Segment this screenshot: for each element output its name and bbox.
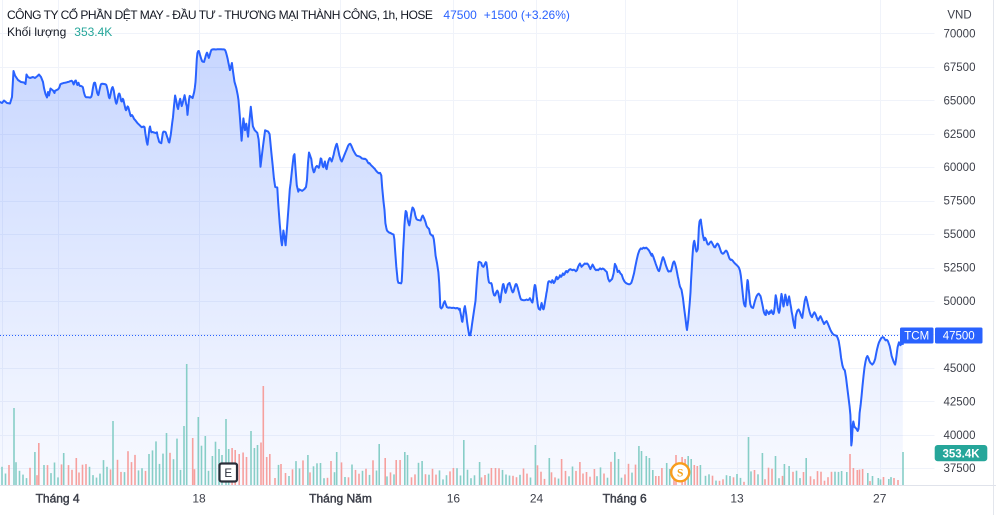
svg-text:37500: 37500 (944, 463, 976, 475)
svg-text:70000: 70000 (944, 28, 976, 40)
svg-text:Tháng Năm: Tháng Năm (309, 492, 372, 506)
svg-text:24: 24 (530, 492, 544, 506)
svg-text:353.4K: 353.4K (942, 448, 980, 460)
svg-text:Tháng 6: Tháng 6 (603, 492, 647, 506)
svg-text:16: 16 (447, 492, 461, 506)
svg-text:40000: 40000 (944, 430, 976, 442)
svg-text:62500: 62500 (944, 129, 976, 141)
svg-text:65000: 65000 (944, 95, 976, 107)
svg-text:13: 13 (730, 492, 744, 506)
svg-text:55000: 55000 (944, 229, 976, 241)
svg-text:TCM: TCM (904, 331, 929, 343)
svg-text:52500: 52500 (944, 263, 976, 275)
svg-text:S: S (677, 468, 683, 480)
svg-text:67500: 67500 (944, 62, 976, 74)
svg-text:Tháng 4: Tháng 4 (36, 492, 80, 506)
svg-text:27: 27 (873, 492, 887, 506)
svg-text:VND: VND (947, 9, 971, 21)
svg-text:18: 18 (192, 492, 206, 506)
svg-text:45000: 45000 (944, 363, 976, 375)
svg-text:E: E (224, 468, 232, 480)
svg-text:47500: 47500 (943, 331, 975, 343)
svg-text:57500: 57500 (944, 196, 976, 208)
svg-text:50000: 50000 (944, 296, 976, 308)
svg-text:60000: 60000 (944, 162, 976, 174)
svg-text:42500: 42500 (944, 396, 976, 408)
